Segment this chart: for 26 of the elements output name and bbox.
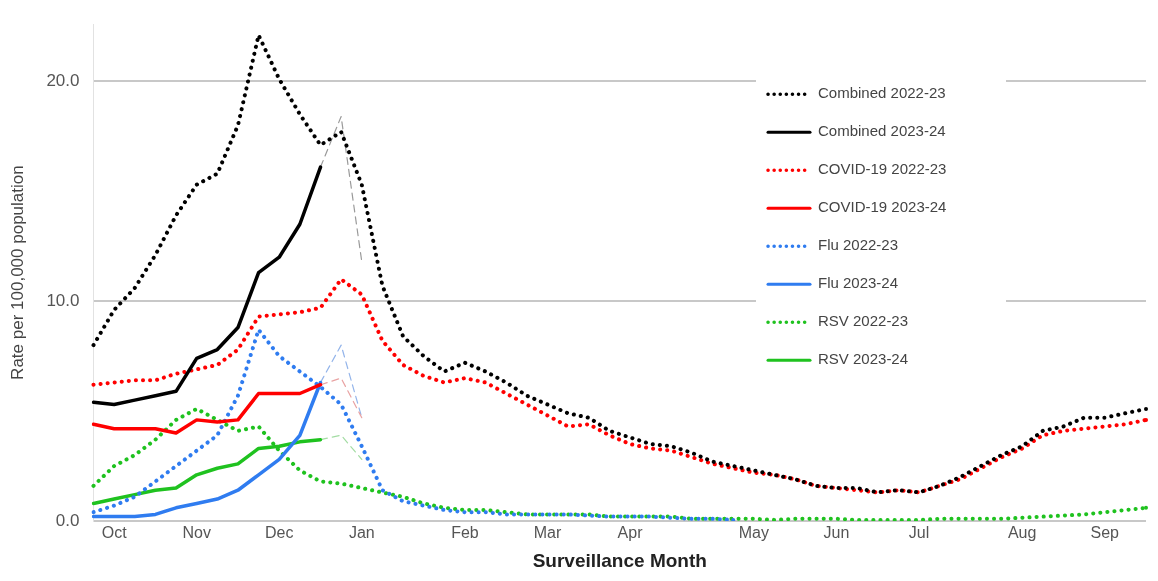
x-tick-label: Jul <box>908 524 930 542</box>
y-axis-title: Rate per 100,000 population <box>7 165 27 380</box>
x-tick-label: Mar <box>533 524 562 542</box>
x-tick-label: Jan <box>348 524 375 542</box>
legend-label: COVID-19 2023-24 <box>818 198 947 216</box>
x-tick-label: Jun <box>823 524 850 542</box>
y-tick-label: 0.0 <box>55 510 80 530</box>
y-tick-label: 20.0 <box>46 71 80 91</box>
legend-label: RSV 2022-23 <box>818 312 909 330</box>
x-tick-label: Sep <box>1090 524 1120 542</box>
legend-label: RSV 2023-24 <box>818 350 909 368</box>
x-tick-label: Feb <box>451 524 479 542</box>
x-tick-label: Nov <box>182 524 211 542</box>
legend-label: Combined 2023-24 <box>818 122 946 140</box>
x-tick-label: May <box>738 524 769 542</box>
x-tick-label: Oct <box>101 524 128 542</box>
legend-label: Flu 2022-23 <box>818 236 899 254</box>
x-tick-label: Apr <box>617 524 644 542</box>
y-tick-label: 10.0 <box>46 290 80 310</box>
legend-label: COVID-19 2022-23 <box>818 160 947 178</box>
line-series <box>91 277 1148 495</box>
legend-label: Flu 2023-24 <box>818 274 899 292</box>
x-axis-title: Surveillance Month <box>532 549 707 571</box>
legend-label: Combined 2022-23 <box>818 84 946 102</box>
x-tick-label: Dec <box>265 524 294 542</box>
x-tick-label: Aug <box>1007 524 1037 542</box>
